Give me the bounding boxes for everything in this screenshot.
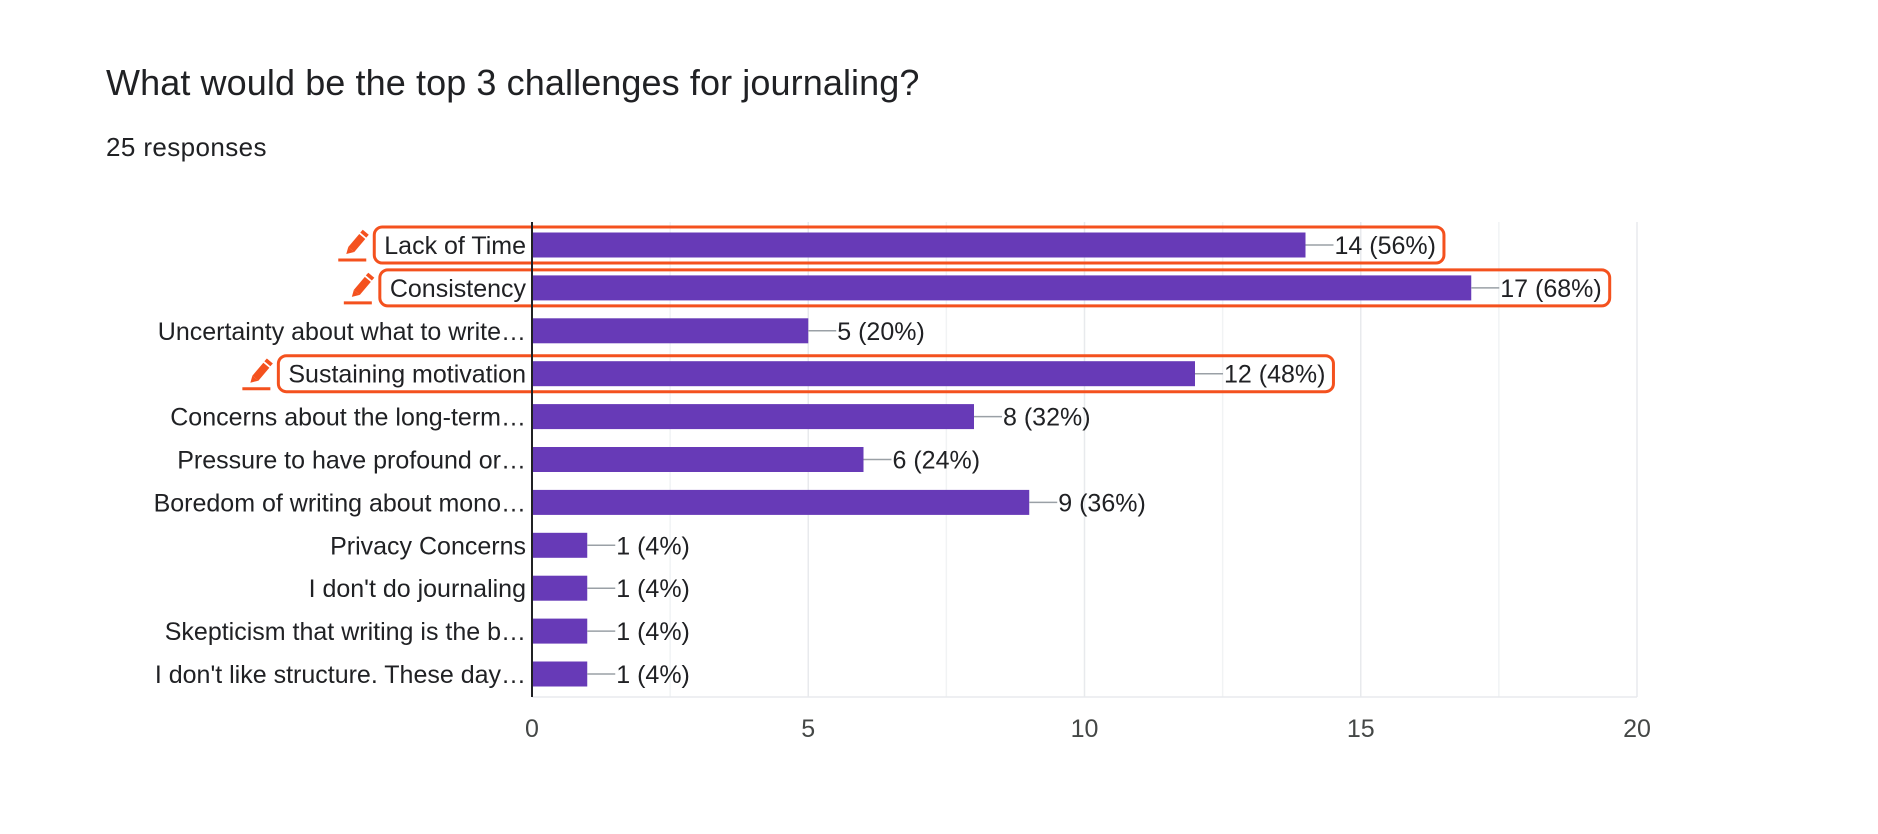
pencil-icon (242, 358, 273, 391)
highlight-outline (378, 268, 1612, 308)
bar (532, 661, 588, 687)
bar (532, 575, 588, 601)
bar (532, 532, 588, 558)
category-label: I don't like structure. These day… (155, 661, 526, 689)
bar-value-label: 6 (24%) (893, 447, 981, 475)
bar-value-label: 8 (32%) (1003, 404, 1091, 432)
bar-value-label: 1 (4%) (616, 618, 690, 646)
bar-value-label: 1 (4%) (616, 661, 690, 689)
highlight-outline (276, 354, 1335, 394)
bar (532, 489, 1030, 515)
response-count: 25 responses (106, 132, 267, 162)
bar-value-label: 17 (68%) (1500, 275, 1601, 303)
category-label: Skepticism that writing is the b… (165, 618, 526, 646)
bar (532, 447, 864, 472)
category-label: I don't do journaling (309, 575, 526, 603)
pencil-icon (343, 272, 375, 305)
x-tick-label: 10 (1071, 715, 1099, 743)
x-tick-label: 15 (1347, 715, 1375, 743)
x-tick-label: 5 (801, 715, 815, 743)
x-tick-label: 0 (525, 715, 539, 743)
category-label: Consistency (390, 275, 527, 303)
bar-value-label: 1 (4%) (616, 532, 690, 560)
bar (532, 318, 809, 344)
category-label: Boredom of writing about mono… (154, 489, 526, 517)
bar (532, 404, 974, 430)
bar-value-label: 14 (56%) (1335, 232, 1436, 260)
category-label: Privacy Concerns (330, 532, 526, 560)
bar-value-label: 12 (48%) (1224, 361, 1325, 389)
bar (532, 618, 588, 644)
category-label: Concerns about the long-term… (170, 404, 526, 432)
pencil-icon (338, 229, 369, 262)
bar-value-label: 1 (4%) (616, 575, 690, 603)
category-label: Pressure to have profound or… (177, 447, 526, 475)
category-label: Lack of Time (384, 232, 526, 260)
category-label: Uncertainty about what to write… (158, 318, 526, 346)
bar (532, 275, 1472, 301)
bar (532, 232, 1306, 258)
bar (532, 361, 1195, 387)
highlight-outline (372, 225, 1446, 265)
bar-value-label: 5 (20%) (837, 318, 925, 346)
x-tick-label: 20 (1623, 715, 1651, 743)
category-label: Sustaining motivation (288, 361, 526, 389)
question-title: What would be the top 3 challenges for j… (106, 62, 920, 103)
bar-value-label: 9 (36%) (1058, 489, 1146, 517)
